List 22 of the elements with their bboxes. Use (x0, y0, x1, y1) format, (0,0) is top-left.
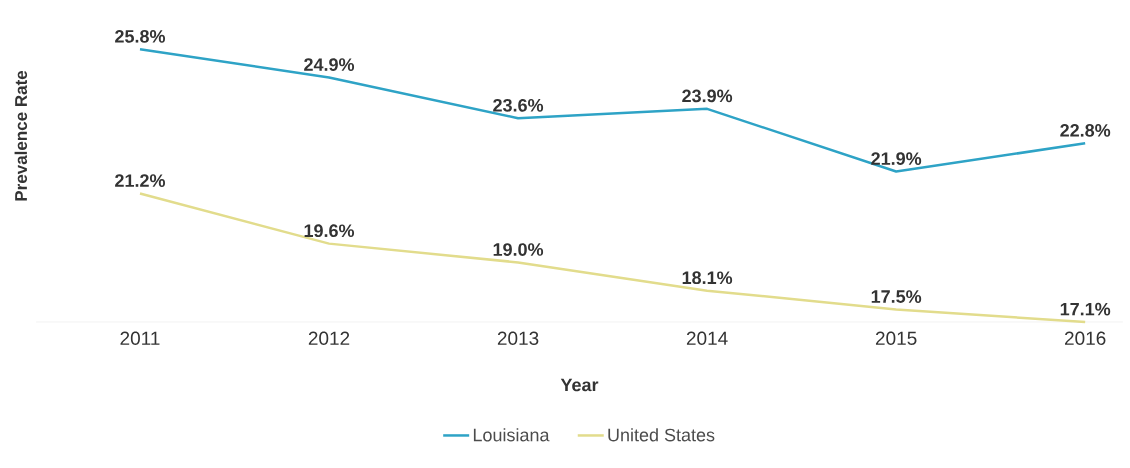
data-label: 23.9% (682, 89, 733, 103)
data-label: 21.2% (115, 174, 166, 187)
x-tick-label: 2012 (308, 331, 350, 345)
legend-label: Louisiana (473, 428, 550, 442)
x-tick-label: 2014 (686, 331, 728, 345)
data-label: 22.8% (1060, 124, 1111, 137)
data-label: 25.8% (115, 29, 166, 43)
x-axis-title: Year (560, 378, 599, 392)
data-label: 19.6% (304, 224, 355, 238)
data-label: 24.9% (304, 58, 355, 71)
data-label: 23.6% (493, 98, 544, 112)
x-tick-label: 2011 (120, 331, 160, 345)
data-label: 18.1% (682, 271, 733, 285)
data-label: 17.5% (871, 290, 922, 303)
data-label: 17.1% (1060, 302, 1111, 316)
y-axis-title: Prevalence Rate (14, 70, 28, 201)
data-label: 19.0% (493, 243, 544, 256)
x-tick-label: 2015 (875, 331, 917, 345)
legend-label: United States (608, 428, 715, 442)
x-tick-label: 2013 (497, 331, 539, 345)
x-tick-label: 2016 (1065, 331, 1106, 345)
data-label: 21.9% (871, 152, 922, 165)
